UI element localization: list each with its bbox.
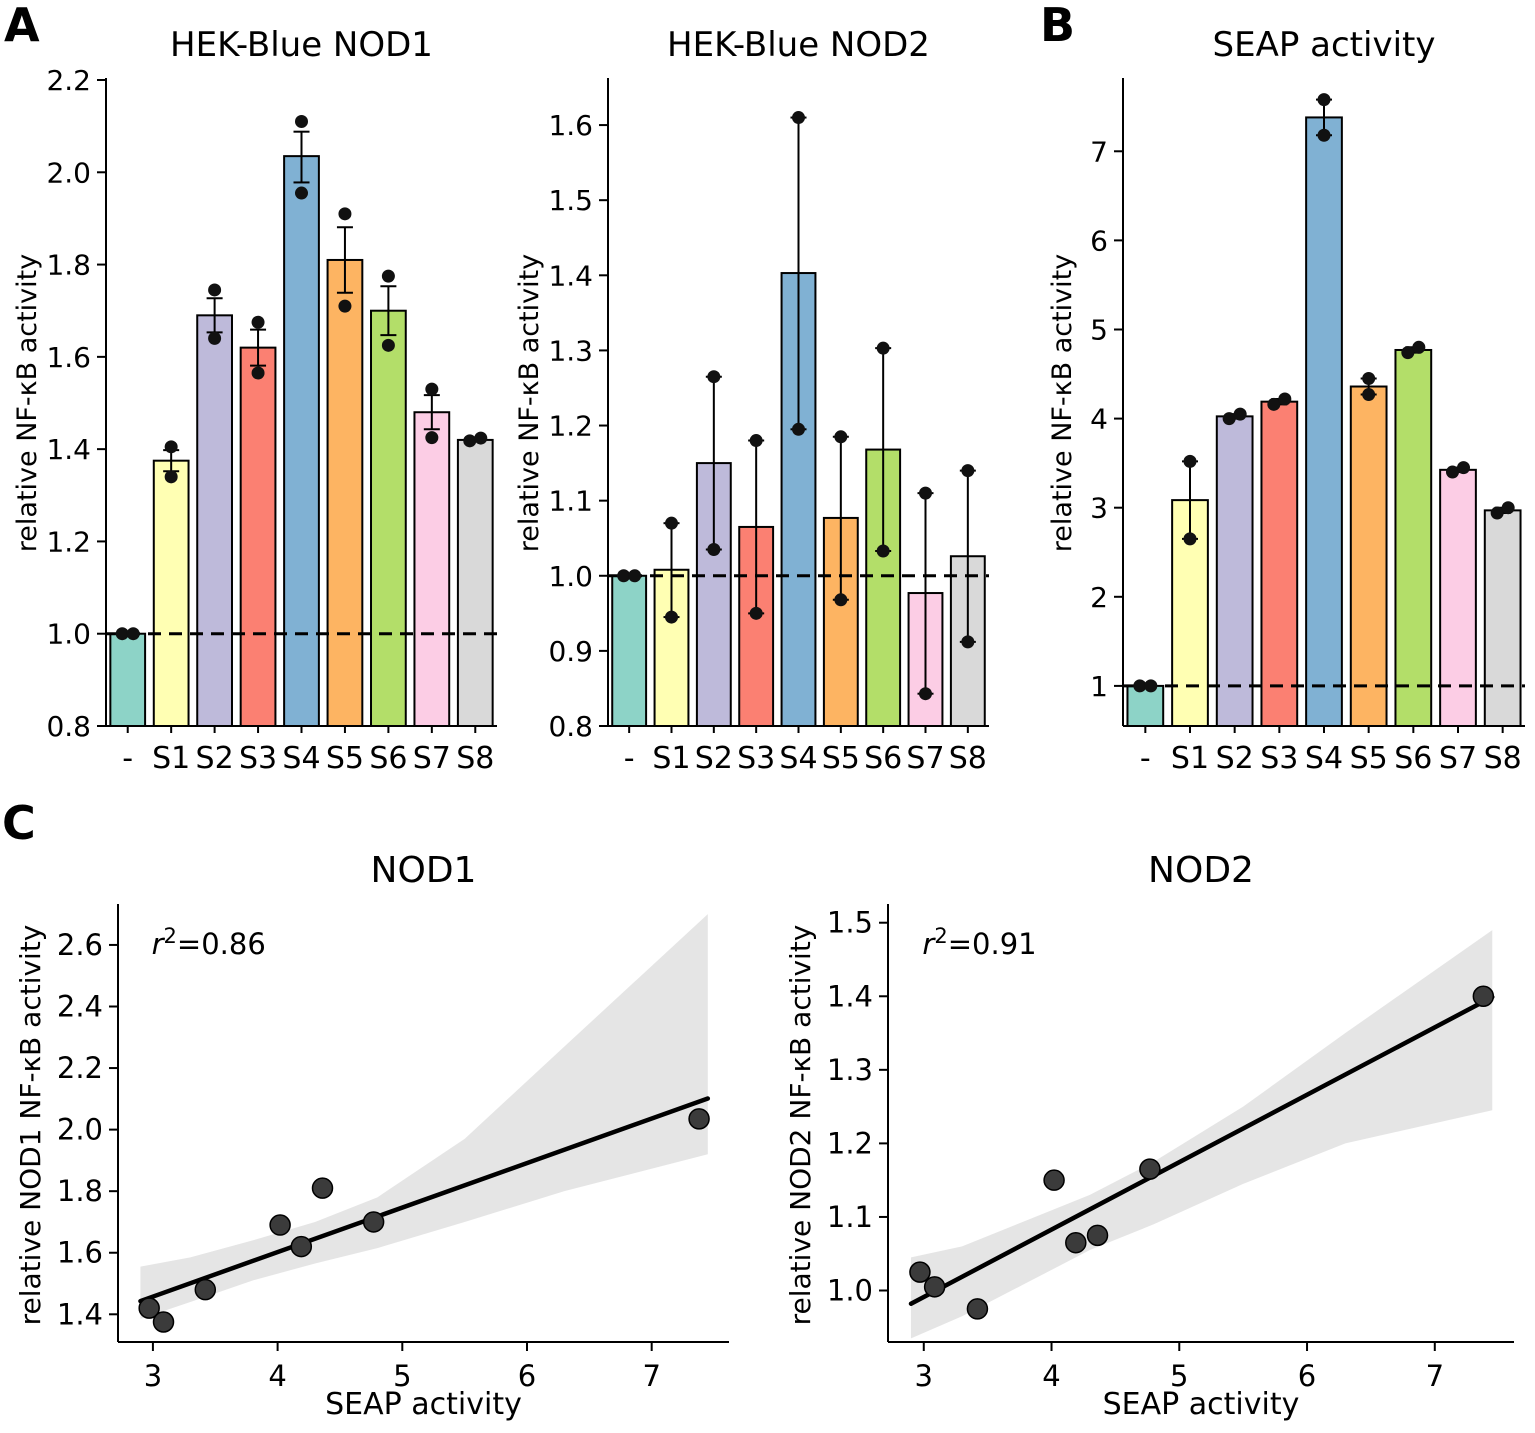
nod1-correlation-scatter-chart: NOD1 relative NOD1 NF-κB activity SEAP act… bbox=[14, 850, 729, 1422]
svg-text:S6: S6 bbox=[864, 741, 902, 776]
svg-text:SEAP activity: SEAP activity bbox=[1103, 1387, 1300, 1422]
svg-text:1.2: 1.2 bbox=[46, 525, 91, 558]
svg-text:2.0: 2.0 bbox=[46, 156, 91, 189]
svg-text:r2=0.86: r2=0.86 bbox=[152, 924, 266, 961]
svg-text:7: 7 bbox=[1090, 135, 1108, 168]
svg-text:1.4: 1.4 bbox=[57, 1297, 103, 1331]
svg-text:S8: S8 bbox=[949, 741, 987, 776]
svg-text:1: 1 bbox=[1090, 670, 1108, 703]
svg-text:SEAP activity: SEAP activity bbox=[1213, 25, 1436, 65]
svg-text:2.6: 2.6 bbox=[57, 928, 103, 962]
svg-text:S2: S2 bbox=[196, 741, 234, 776]
svg-text:2: 2 bbox=[1090, 581, 1108, 614]
svg-text:SEAP activity: SEAP activity bbox=[325, 1387, 522, 1422]
svg-text:1.3: 1.3 bbox=[827, 1053, 873, 1087]
svg-text:S4: S4 bbox=[282, 741, 320, 776]
svg-text:S3: S3 bbox=[737, 741, 775, 776]
svg-text:4: 4 bbox=[268, 1359, 286, 1393]
svg-text:relative NOD1 NF-κB activity: relative NOD1 NF-κB activity bbox=[14, 925, 47, 1326]
svg-text:3: 3 bbox=[915, 1359, 933, 1393]
svg-text:1.8: 1.8 bbox=[57, 1174, 103, 1208]
svg-text:0.8: 0.8 bbox=[548, 710, 593, 743]
svg-text:r2=0.91: r2=0.91 bbox=[922, 924, 1036, 961]
panel-b-label: B bbox=[1040, 0, 1076, 52]
svg-text:1.1: 1.1 bbox=[827, 1200, 873, 1234]
svg-text:2.4: 2.4 bbox=[57, 989, 103, 1023]
svg-text:relative NF-κB activity: relative NF-κB activity bbox=[514, 254, 545, 552]
svg-text:7: 7 bbox=[1426, 1359, 1444, 1393]
svg-text:relative NOD2 NF-κB activity: relative NOD2 NF-κB activity bbox=[784, 925, 817, 1326]
svg-text:1.5: 1.5 bbox=[548, 184, 593, 217]
panel-c-label: C bbox=[2, 796, 36, 850]
svg-text:2.0: 2.0 bbox=[57, 1113, 103, 1147]
svg-text:-: - bbox=[1140, 741, 1151, 776]
svg-text:relative NF-κB activity: relative NF-κB activity bbox=[12, 254, 43, 552]
svg-text:7: 7 bbox=[642, 1359, 660, 1393]
svg-text:S2: S2 bbox=[695, 741, 733, 776]
svg-text:relative NF-κB activity: relative NF-κB activity bbox=[1047, 254, 1078, 552]
svg-text:4: 4 bbox=[1090, 403, 1108, 436]
svg-text:1.6: 1.6 bbox=[57, 1236, 103, 1270]
svg-text:S3: S3 bbox=[1260, 741, 1298, 776]
hek-blue-nod1-bar-chart: HEK-Blue NOD1 relative NF-κB activity 0.8 1… bbox=[12, 25, 497, 776]
svg-text:S1: S1 bbox=[652, 741, 690, 776]
hek-blue-nod2-bar-chart: HEK-Blue NOD2 relative NF-κB activity 0.8 0… bbox=[514, 25, 989, 776]
panel-a-label: A bbox=[4, 0, 40, 52]
svg-text:1.6: 1.6 bbox=[46, 341, 91, 374]
svg-text:5: 5 bbox=[1090, 313, 1108, 346]
svg-text:1.0: 1.0 bbox=[548, 560, 593, 593]
svg-text:1.2: 1.2 bbox=[827, 1126, 873, 1160]
svg-text:NOD2: NOD2 bbox=[1148, 850, 1254, 891]
svg-text:5: 5 bbox=[393, 1359, 411, 1393]
svg-text:0.8: 0.8 bbox=[46, 710, 91, 743]
svg-text:1.5: 1.5 bbox=[827, 906, 873, 940]
svg-text:S6: S6 bbox=[369, 741, 407, 776]
svg-text:1.3: 1.3 bbox=[548, 334, 593, 367]
svg-text:1.4: 1.4 bbox=[548, 259, 593, 292]
svg-text:3: 3 bbox=[1090, 492, 1108, 525]
svg-text:6: 6 bbox=[1298, 1359, 1316, 1393]
svg-text:S4: S4 bbox=[779, 741, 817, 776]
svg-text:HEK-Blue NOD1: HEK-Blue NOD1 bbox=[170, 25, 433, 65]
svg-text:S8: S8 bbox=[456, 741, 494, 776]
svg-text:HEK-Blue NOD2: HEK-Blue NOD2 bbox=[667, 25, 930, 65]
svg-text:5: 5 bbox=[1170, 1359, 1188, 1393]
svg-text:S5: S5 bbox=[822, 741, 860, 776]
svg-text:4: 4 bbox=[1042, 1359, 1060, 1393]
svg-text:1.4: 1.4 bbox=[827, 979, 873, 1013]
svg-text:1.2: 1.2 bbox=[548, 410, 593, 443]
svg-text:-: - bbox=[122, 741, 133, 776]
svg-text:1.6: 1.6 bbox=[548, 109, 593, 142]
svg-text:6: 6 bbox=[518, 1359, 536, 1393]
svg-text:1.1: 1.1 bbox=[548, 485, 593, 518]
svg-text:-: - bbox=[624, 741, 635, 776]
svg-text:S1: S1 bbox=[152, 741, 190, 776]
svg-text:S6: S6 bbox=[1394, 741, 1432, 776]
nod2-correlation-scatter-chart: NOD2 relative NOD2 NF-κB activity SEAP act… bbox=[784, 850, 1514, 1422]
svg-text:S7: S7 bbox=[413, 741, 451, 776]
svg-text:S2: S2 bbox=[1216, 741, 1254, 776]
svg-text:S1: S1 bbox=[1171, 741, 1209, 776]
svg-text:S4: S4 bbox=[1305, 741, 1343, 776]
svg-text:NOD1: NOD1 bbox=[371, 850, 477, 891]
svg-text:S5: S5 bbox=[326, 741, 364, 776]
svg-text:3: 3 bbox=[144, 1359, 162, 1393]
svg-text:2.2: 2.2 bbox=[46, 64, 91, 97]
svg-text:S7: S7 bbox=[1439, 741, 1477, 776]
svg-text:S8: S8 bbox=[1484, 741, 1522, 776]
svg-text:1.8: 1.8 bbox=[46, 249, 91, 282]
svg-text:S5: S5 bbox=[1350, 741, 1388, 776]
svg-text:S3: S3 bbox=[239, 741, 277, 776]
svg-text:1.0: 1.0 bbox=[46, 618, 91, 651]
svg-text:0.9: 0.9 bbox=[548, 635, 593, 668]
svg-text:1.0: 1.0 bbox=[827, 1274, 873, 1308]
svg-text:2.2: 2.2 bbox=[57, 1051, 103, 1085]
svg-text:S7: S7 bbox=[906, 741, 944, 776]
svg-text:6: 6 bbox=[1090, 224, 1108, 257]
svg-text:1.4: 1.4 bbox=[46, 433, 91, 466]
seap-activity-bar-chart: SEAP activity relative NF-κB activity 1 2 3 4… bbox=[1047, 25, 1525, 776]
